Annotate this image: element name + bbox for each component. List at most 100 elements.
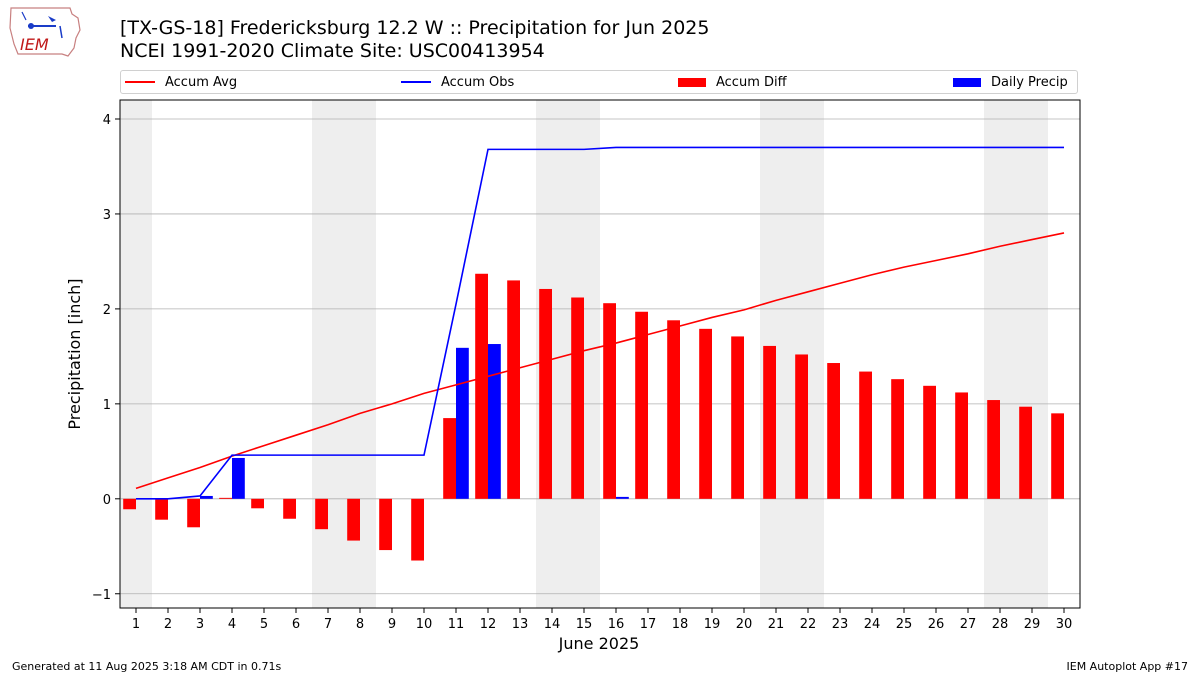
accum-diff-bar	[443, 418, 456, 499]
daily-precip-bar	[488, 344, 501, 499]
accum-diff-bar	[1019, 406, 1032, 499]
y-tick-label: −1	[92, 588, 111, 603]
y-axis-label: Precipitation [inch]	[65, 278, 84, 429]
accum-diff-bar	[411, 498, 424, 561]
legend-label-accum-obs: Accum Obs	[441, 74, 515, 90]
accum-diff-bar	[123, 498, 136, 510]
x-tick-label: 25	[896, 617, 913, 632]
accum-diff-bar	[475, 273, 488, 499]
legend-item-accum-obs: Accum Obs	[401, 71, 514, 93]
x-tick-label: 14	[544, 617, 561, 632]
x-tick-label: 8	[356, 617, 364, 632]
y-tick-label: 0	[103, 493, 111, 508]
chart-title: [TX-GS-18] Fredericksburg 12.2 W :: Prec…	[120, 17, 710, 39]
accum-diff-bar	[987, 400, 1000, 499]
line-series	[135, 146, 1065, 500]
footer-generated: Generated at 11 Aug 2025 3:18 AM CDT in …	[12, 660, 282, 673]
accum-diff-bar	[763, 345, 776, 499]
accum-diff-bar	[635, 311, 648, 499]
y-tick-label: 4	[103, 113, 111, 128]
x-tick-label: 13	[512, 617, 529, 632]
accum-diff-bar	[571, 297, 584, 499]
daily-precip-bar	[456, 347, 469, 499]
accum-diff-bar	[891, 379, 904, 499]
legend-swatch-accum-diff	[678, 77, 706, 87]
x-tick-label: 3	[196, 617, 204, 632]
x-tick-label: 27	[960, 617, 977, 632]
accum-obs-line	[136, 146, 1064, 500]
x-tick-label: 17	[640, 617, 657, 632]
daily-precip-bar	[232, 457, 245, 499]
legend-swatch-accum-avg	[125, 81, 155, 83]
accum-diff-bar	[603, 303, 616, 499]
legend-label-accum-avg: Accum Avg	[165, 74, 238, 90]
weekend-shade-band	[312, 100, 376, 608]
x-tick-label: 16	[608, 617, 625, 632]
accum-diff-bar	[155, 498, 168, 520]
weekend-shade-band	[120, 100, 152, 608]
accum-diff-bar	[379, 498, 392, 551]
x-tick-label: 20	[736, 617, 753, 632]
x-tick-label: 6	[292, 617, 300, 632]
y-axis: −1 0 1 2 3 4	[92, 113, 120, 603]
accum-diff-bar	[923, 385, 936, 499]
legend-label-accum-diff: Accum Diff	[716, 74, 787, 90]
x-tick-label: 26	[928, 617, 945, 632]
y-tick-label: 1	[103, 398, 111, 413]
accum-avg-line	[135, 232, 1065, 490]
legend-label-daily-precip: Daily Precip	[991, 74, 1068, 90]
accum-diff-bar	[827, 363, 840, 499]
accum-diff-bar	[1051, 413, 1064, 499]
x-tick-label: 2	[164, 617, 172, 632]
x-tick-label: 12	[480, 617, 497, 632]
x-tick-label: 24	[864, 617, 881, 632]
accum-diff-bar	[699, 328, 712, 499]
accum-diff-bar	[251, 498, 264, 509]
x-tick-label: 11	[448, 617, 465, 632]
accum-diff-bar	[283, 498, 296, 519]
accum-diff-bar	[731, 336, 744, 499]
legend-item-daily-precip: Daily Precip	[953, 71, 1068, 93]
accum-diff-bar	[955, 392, 968, 499]
x-tick-label: 7	[324, 617, 332, 632]
x-tick-label: 30	[1056, 617, 1073, 632]
x-tick-label: 5	[260, 617, 268, 632]
daily-precip-bar	[616, 496, 629, 499]
accum-diff-bar	[859, 371, 872, 499]
chart-subtitle: NCEI 1991-2020 Climate Site: USC00413954	[120, 40, 545, 62]
gridlines	[120, 118, 1080, 595]
accum-diff-bar	[187, 498, 200, 528]
accum-diff-bar	[795, 354, 808, 499]
x-tick-label: 23	[832, 617, 849, 632]
accum-diff-bar	[667, 320, 680, 499]
accum-diff-bar	[507, 280, 520, 499]
x-tick-label: 4	[228, 617, 236, 632]
plot-frame	[119, 99, 1081, 609]
bar-series	[123, 273, 1064, 561]
y-tick-label: 3	[103, 208, 111, 223]
iem-logo: IEM	[9, 7, 81, 57]
legend-swatch-accum-obs	[401, 81, 431, 83]
accum-diff-bar	[315, 498, 328, 530]
logo-text: IEM	[20, 35, 49, 54]
footer-app-id: IEM Autoplot App #17	[1066, 660, 1189, 673]
x-tick-label: 18	[672, 617, 689, 632]
accum-diff-bar	[347, 498, 360, 541]
accum-diff-bar	[219, 497, 232, 499]
x-tick-label: 15	[576, 617, 593, 632]
x-axis-label: June 2025	[558, 634, 640, 653]
y-tick-label: 2	[103, 303, 111, 318]
x-tick-label: 19	[704, 617, 721, 632]
x-tick-label: 1	[132, 617, 140, 632]
legend: Accum Avg Accum Obs Accum Diff Daily Pre…	[120, 70, 1078, 94]
x-axis: 1 2 3 4 5 6 7 8 9 10 11 12 13 14 15 16 17 18 19 20 21 22 23 24 2…	[132, 608, 1072, 632]
x-tick-label: 9	[388, 617, 396, 632]
accum-diff-bar	[539, 288, 552, 499]
x-tick-label: 22	[800, 617, 817, 632]
x-tick-label: 21	[768, 617, 785, 632]
weekend-shade-band	[984, 100, 1048, 608]
x-tick-label: 28	[992, 617, 1009, 632]
daily-precip-bar	[200, 495, 213, 499]
x-tick-label: 10	[416, 617, 433, 632]
